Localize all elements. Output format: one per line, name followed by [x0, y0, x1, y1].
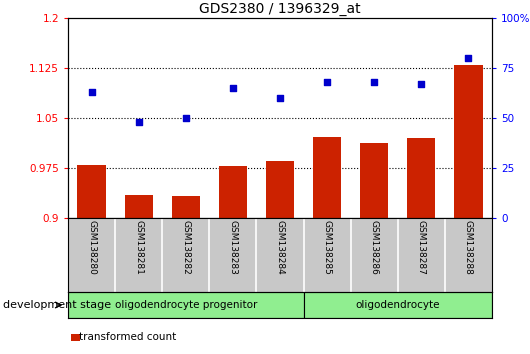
Text: development stage: development stage: [3, 300, 111, 310]
Text: GSM138281: GSM138281: [134, 220, 143, 275]
Text: GSM138283: GSM138283: [228, 220, 237, 275]
Text: GSM138282: GSM138282: [181, 220, 190, 275]
Point: [182, 115, 190, 121]
Title: GDS2380 / 1396329_at: GDS2380 / 1396329_at: [199, 1, 361, 16]
Text: transformed count: transformed count: [78, 332, 176, 342]
Point: [135, 119, 143, 125]
Point: [370, 79, 378, 85]
Point: [417, 81, 426, 87]
Bar: [70, 334, 80, 341]
Point: [228, 85, 237, 91]
Text: GSM138285: GSM138285: [323, 220, 332, 275]
Bar: [77, 165, 105, 218]
Bar: [266, 161, 294, 218]
Bar: [172, 196, 200, 218]
Bar: [454, 65, 483, 218]
Text: GSM138286: GSM138286: [370, 220, 379, 275]
Bar: [313, 137, 341, 218]
Bar: [68, 292, 304, 318]
Bar: [304, 292, 492, 318]
Text: GSM138280: GSM138280: [87, 220, 96, 275]
Bar: [125, 195, 153, 218]
Bar: [407, 138, 436, 218]
Point: [323, 79, 331, 85]
Point: [276, 95, 284, 101]
Point: [464, 55, 473, 61]
Text: oligodendrocyte progenitor: oligodendrocyte progenitor: [114, 300, 257, 310]
Text: GSM138288: GSM138288: [464, 220, 473, 275]
Point: [87, 89, 96, 95]
Text: GSM138284: GSM138284: [276, 220, 285, 275]
Text: GSM138287: GSM138287: [417, 220, 426, 275]
Bar: [219, 166, 247, 218]
Bar: [360, 143, 388, 218]
Text: oligodendrocyte: oligodendrocyte: [356, 300, 440, 310]
